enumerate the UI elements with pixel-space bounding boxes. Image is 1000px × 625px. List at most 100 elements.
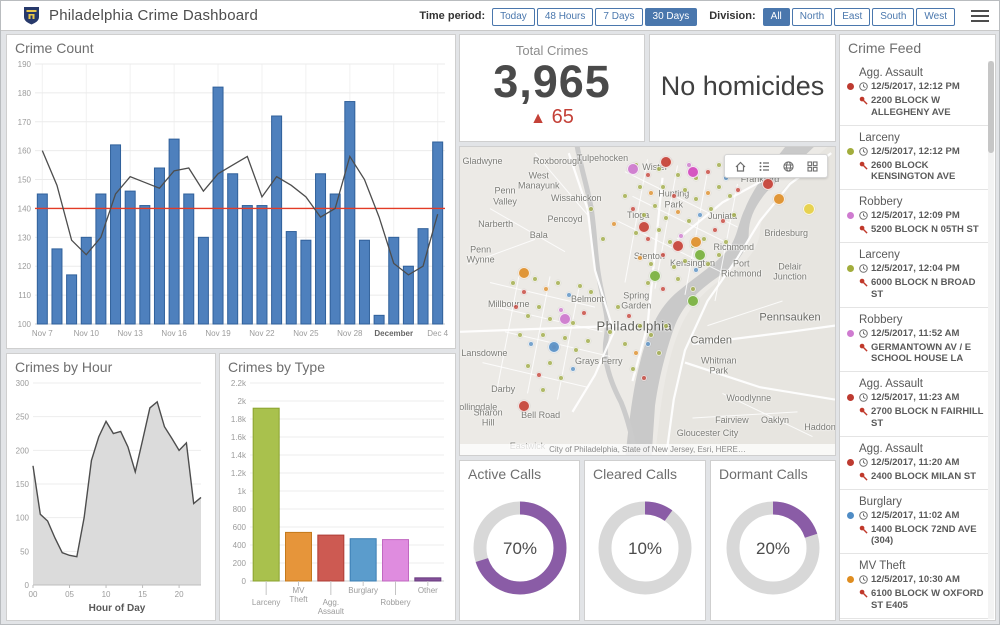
crime-count-bar[interactable] [110,144,122,325]
hour-area[interactable] [33,401,201,585]
crime-point[interactable] [573,347,580,354]
crime-point[interactable] [569,365,576,372]
crime-point[interactable] [539,387,546,394]
crime-point[interactable] [761,177,774,190]
crime-point[interactable] [704,168,711,175]
crime-count-bar[interactable] [417,228,429,325]
crime-feed-list[interactable]: Agg. Assault 12/5/2017, 12:12 PM 2200 BLOC… [840,61,988,620]
crime-point[interactable] [686,165,699,178]
donut-svg[interactable]: 20% [719,490,827,604]
crime-point[interactable] [629,205,636,212]
crime-point[interactable] [599,236,606,243]
crime-point[interactable] [629,365,636,372]
crime-count-bar[interactable] [95,193,107,325]
time-period-button-today[interactable]: Today [492,7,535,26]
crime-count-bar[interactable] [36,193,48,325]
crime-point[interactable] [626,162,639,175]
crime-point[interactable] [577,282,583,289]
crime-count-bar[interactable] [329,193,341,325]
crime-point[interactable] [690,236,703,249]
crime-point[interactable] [685,217,692,224]
crime-point[interactable] [715,162,722,169]
crime-feed-item[interactable]: MV Theft 12/5/2017, 10:30 AM 6100 BLOCK W … [840,554,988,619]
crime-point[interactable] [640,211,647,218]
crime-point[interactable] [517,331,523,338]
crime-point[interactable] [704,261,711,268]
crime-point[interactable] [693,267,700,274]
crime-point[interactable] [588,205,595,212]
crime-point[interactable] [614,304,621,311]
crime-count-bar[interactable] [388,236,400,325]
crime-point[interactable] [535,371,542,378]
crime-count-bar[interactable] [183,193,195,325]
donut-svg[interactable]: 10% [591,490,699,604]
crime-count-bar[interactable] [402,265,414,325]
crime-map-panel[interactable]: Gladwyne Roxborough Tulpehocken West Manayu… [459,146,836,456]
crime-point[interactable] [659,251,666,258]
crime-point[interactable] [509,279,516,286]
crime-point[interactable] [663,214,670,221]
crime-point[interactable] [644,236,651,243]
crime-point[interactable] [637,184,643,191]
crime-point[interactable] [532,276,538,283]
crime-point[interactable] [644,341,651,348]
crime-point[interactable] [708,205,715,212]
crime-point[interactable] [607,328,613,335]
crime-feed-item[interactable]: Robbery 12/5/2017, 12:09 PM 5200 BLOCK N 0… [840,190,988,243]
feed-scrollbar-thumb[interactable] [988,61,994,153]
crime-point[interactable] [524,362,531,369]
crime-point[interactable] [719,217,726,224]
crime-point[interactable] [517,267,530,280]
crime-count-bar[interactable] [168,138,180,325]
crime-point[interactable] [625,313,632,320]
crime-feed-item[interactable]: Agg. Assault 12/5/2017, 12:12 PM 2200 BLOC… [840,61,988,126]
crime-point[interactable] [715,251,722,258]
crime-point[interactable] [730,211,737,218]
crime-point[interactable] [547,359,553,366]
crime-point[interactable] [637,221,650,234]
crime-point[interactable] [559,313,571,326]
crime-count-bar[interactable] [51,248,63,325]
crime-count-bar[interactable] [315,173,327,325]
crime-count-bar[interactable] [432,141,444,325]
crime-point[interactable] [535,304,542,311]
crime-point[interactable] [524,313,531,320]
time-period-button-48-hours[interactable]: 48 Hours [536,7,594,26]
crime-count-bar[interactable] [271,115,283,325]
crime-point[interactable] [670,193,677,200]
crime-point[interactable] [693,196,700,203]
crime-point[interactable] [689,285,696,292]
crime-point[interactable] [588,288,595,295]
crime-count-bar[interactable] [124,190,136,325]
crime-point[interactable] [655,227,662,234]
crime-count-bar[interactable] [358,239,370,325]
crime-point[interactable] [674,276,681,283]
crime-point[interactable] [622,341,628,348]
crime-point[interactable] [547,316,553,323]
crime-point[interactable] [644,279,651,286]
crime-count-bar[interactable] [373,314,385,325]
crime-point[interactable] [517,399,530,412]
division-button-east[interactable]: East [834,7,871,26]
type-bar[interactable] [382,539,409,582]
crime-point[interactable] [554,279,561,286]
crime-count-bar[interactable] [139,205,151,325]
crime-feed-item[interactable]: Robbery 12/5/2017, 11:52 AM GERMANTOWN AV … [840,308,988,373]
crime-point[interactable] [772,193,785,206]
crime-point[interactable] [674,171,681,178]
crime-point[interactable] [633,230,640,237]
crime-point[interactable] [674,208,681,215]
crime-point[interactable] [644,171,651,178]
type-bar[interactable] [414,577,442,582]
crime-point[interactable] [715,184,722,191]
crime-feed-item[interactable]: Larceny 12/5/2017, 12:12 PM 2600 BLOCK KEN… [840,126,988,191]
time-period-button-30-days[interactable]: 30 Days [644,7,698,26]
crime-point[interactable] [649,270,661,283]
crime-point[interactable] [694,248,706,261]
crime-point[interactable] [558,307,565,314]
crime-point[interactable] [682,187,688,194]
crime-point[interactable] [655,350,662,357]
crime-point[interactable] [670,264,677,271]
crime-point[interactable] [633,350,640,357]
